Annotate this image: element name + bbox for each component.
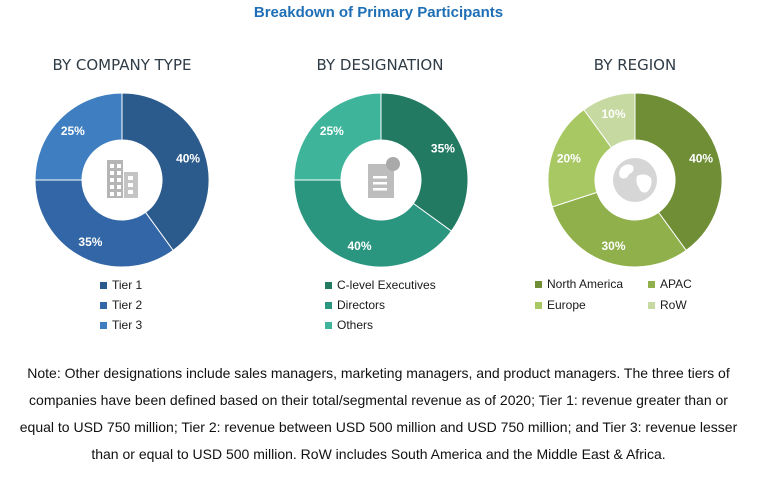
building-icon bbox=[107, 160, 138, 198]
legend-swatch bbox=[100, 302, 107, 309]
company-type-title: BY COMPANY TYPE bbox=[52, 56, 192, 74]
slice-north-america bbox=[634, 92, 723, 252]
slice-value-label: 10% bbox=[602, 107, 626, 121]
charts-canvas: 40% 35% 25% Tier 1 Tier 2 Tier 3 35% 40% 25% C-le… bbox=[34, 92, 723, 332]
document-icon bbox=[368, 157, 400, 198]
legend-swatch bbox=[535, 281, 542, 288]
slice-value-label: 40% bbox=[689, 152, 713, 166]
legend-swatch bbox=[648, 302, 655, 309]
designation-title: BY DESIGNATION bbox=[316, 56, 444, 74]
legend-label: Others bbox=[337, 318, 373, 332]
legend-1: Tier 1 Tier 2 Tier 3 bbox=[100, 278, 143, 332]
legend-label: Tier 2 bbox=[112, 298, 143, 312]
slice-value-label: 40% bbox=[176, 152, 200, 166]
legend-label: RoW bbox=[660, 298, 687, 312]
legend-swatch bbox=[100, 322, 107, 329]
legend-label: APAC bbox=[660, 277, 692, 291]
donut-chart-2: 35% 40% 25% bbox=[293, 92, 469, 268]
legend-3: North America APAC Europe RoW bbox=[535, 277, 692, 312]
slice-tier-3 bbox=[34, 92, 123, 181]
slice-others bbox=[293, 92, 382, 181]
slice-value-label: 40% bbox=[348, 239, 372, 253]
slice-apac bbox=[551, 191, 687, 268]
legend-swatch bbox=[325, 322, 332, 329]
slice-c-level-executives bbox=[380, 92, 469, 232]
legend-label: Tier 1 bbox=[112, 278, 143, 292]
slice-value-label: 25% bbox=[320, 124, 344, 138]
legend-label: North America bbox=[547, 277, 623, 291]
region-title: BY REGION bbox=[593, 56, 677, 74]
legend-2: C-level Executives Directors Others bbox=[325, 278, 436, 332]
slice-row bbox=[583, 92, 636, 149]
slice-europe bbox=[547, 108, 613, 208]
legend-swatch bbox=[100, 282, 107, 289]
slice-value-label: 20% bbox=[557, 152, 581, 166]
legend-swatch bbox=[648, 281, 655, 288]
slice-value-label: 30% bbox=[602, 239, 626, 253]
main-title: Breakdown of Primary Participants bbox=[253, 4, 504, 21]
footnote: Note: Other designations include sales m… bbox=[19, 365, 738, 462]
legend-swatch bbox=[535, 302, 542, 309]
slice-directors bbox=[293, 179, 453, 268]
slice-value-label: 25% bbox=[61, 124, 85, 138]
legend-label: Tier 3 bbox=[112, 318, 143, 332]
slice-tier-1 bbox=[121, 92, 210, 252]
slice-tier-2 bbox=[34, 179, 174, 268]
legend-swatch bbox=[325, 302, 332, 309]
legend-label: C-level Executives bbox=[337, 278, 436, 292]
donut-chart-1: 40% 35% 25% bbox=[34, 92, 210, 268]
legend-swatch bbox=[325, 282, 332, 289]
legend-label: Europe bbox=[547, 298, 586, 312]
donut-chart-3: 40% 30% 20% 10% bbox=[547, 92, 723, 268]
globe-icon bbox=[613, 158, 657, 202]
legend-label: Directors bbox=[337, 298, 385, 312]
slice-value-label: 35% bbox=[78, 235, 102, 249]
slice-value-label: 35% bbox=[431, 141, 455, 155]
